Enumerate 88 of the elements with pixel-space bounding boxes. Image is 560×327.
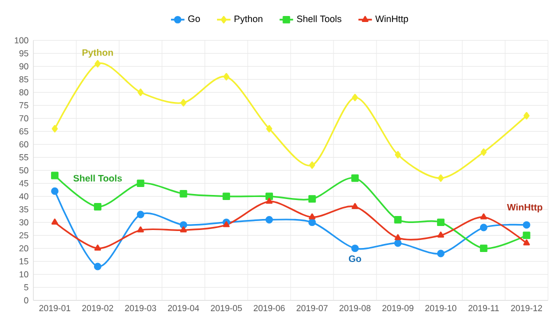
y-tick-label: 100 bbox=[14, 37, 28, 44]
point bbox=[480, 244, 488, 252]
x-tick-label: 2019-11 bbox=[468, 305, 499, 312]
y-tick-label: 25 bbox=[19, 232, 28, 238]
point bbox=[351, 244, 359, 252]
y-tick-label: 55 bbox=[19, 154, 28, 160]
point bbox=[480, 148, 487, 156]
point bbox=[394, 234, 402, 240]
x-tick-label: 2019-03 bbox=[125, 305, 156, 312]
point bbox=[394, 150, 401, 158]
point bbox=[438, 174, 444, 182]
point bbox=[266, 198, 273, 204]
point bbox=[222, 221, 230, 228]
point bbox=[223, 72, 230, 80]
point bbox=[480, 224, 488, 232]
point bbox=[137, 226, 144, 232]
point bbox=[524, 112, 530, 120]
point bbox=[136, 180, 144, 188]
x-tick-label: 2019-01 bbox=[39, 305, 70, 312]
x-tick-label: 2019-05 bbox=[210, 305, 242, 312]
point bbox=[180, 98, 186, 106]
y-tick-label: 0 bbox=[24, 297, 28, 304]
point bbox=[437, 232, 444, 238]
annotation: Python bbox=[82, 48, 113, 58]
y-tick-label: 70 bbox=[19, 115, 28, 122]
y-tick-label: 90 bbox=[19, 63, 28, 70]
point bbox=[308, 195, 316, 203]
point bbox=[138, 88, 144, 96]
point bbox=[522, 221, 530, 229]
point bbox=[394, 216, 402, 224]
y-tick-label: 10 bbox=[20, 271, 28, 278]
point bbox=[309, 161, 316, 169]
point bbox=[51, 218, 58, 225]
point bbox=[94, 244, 102, 251]
x-tick-label: 2019-04 bbox=[168, 305, 200, 312]
point bbox=[352, 202, 358, 209]
point bbox=[94, 202, 102, 210]
point bbox=[265, 192, 273, 200]
y-tick-label: 30 bbox=[19, 219, 28, 226]
y-tick-label: 65 bbox=[19, 128, 28, 134]
y-tick-label: 75 bbox=[19, 102, 28, 108]
y-tick-label: 15 bbox=[20, 258, 28, 264]
point bbox=[265, 216, 273, 224]
y-tick-label: 40 bbox=[19, 193, 28, 200]
y-tick-label: 50 bbox=[19, 167, 28, 174]
annotation: Shell Tools bbox=[73, 174, 122, 182]
annotation: Go bbox=[348, 255, 362, 262]
point bbox=[308, 213, 316, 220]
legend-label: Go bbox=[188, 15, 200, 22]
x-tick-label: 2019-10 bbox=[425, 305, 456, 312]
point bbox=[51, 172, 59, 180]
x-tick-label: 2019-02 bbox=[82, 305, 114, 312]
point bbox=[180, 190, 188, 198]
point bbox=[352, 94, 358, 102]
point bbox=[52, 124, 58, 132]
point bbox=[180, 226, 187, 232]
x-tick-label: 2019-12 bbox=[511, 305, 542, 312]
y-tick-label: 80 bbox=[19, 89, 28, 96]
y-tick-label: 35 bbox=[19, 206, 28, 212]
legend-label: WinHttp bbox=[375, 15, 408, 24]
y-tick-label: 95 bbox=[19, 50, 28, 56]
y-tick-label: 85 bbox=[19, 76, 28, 82]
x-tick-label: 2019-09 bbox=[382, 305, 414, 312]
y-tick-label: 5 bbox=[24, 284, 28, 290]
legend-label: Python bbox=[234, 15, 262, 24]
x-tick-label: 2019-07 bbox=[296, 305, 328, 312]
point bbox=[308, 218, 316, 226]
x-tick-label: 2019-06 bbox=[254, 305, 285, 312]
point bbox=[522, 232, 530, 240]
x-tick-label: 2019-08 bbox=[340, 305, 371, 312]
y-tick-label: 60 bbox=[19, 141, 28, 148]
y-tick-label: 20 bbox=[19, 245, 28, 252]
point bbox=[222, 192, 230, 200]
legend-label: Shell Tools bbox=[296, 15, 342, 22]
y-tick-label: 45 bbox=[19, 180, 28, 186]
point bbox=[480, 213, 488, 220]
annotation: WinHttp bbox=[507, 204, 542, 212]
point bbox=[437, 218, 445, 226]
point bbox=[437, 250, 445, 258]
point bbox=[394, 239, 402, 247]
point bbox=[266, 124, 272, 132]
point bbox=[94, 262, 102, 270]
point bbox=[351, 174, 359, 182]
point bbox=[94, 60, 101, 68]
point bbox=[136, 210, 144, 218]
point bbox=[51, 187, 59, 195]
point bbox=[523, 239, 530, 246]
point bbox=[180, 221, 188, 229]
